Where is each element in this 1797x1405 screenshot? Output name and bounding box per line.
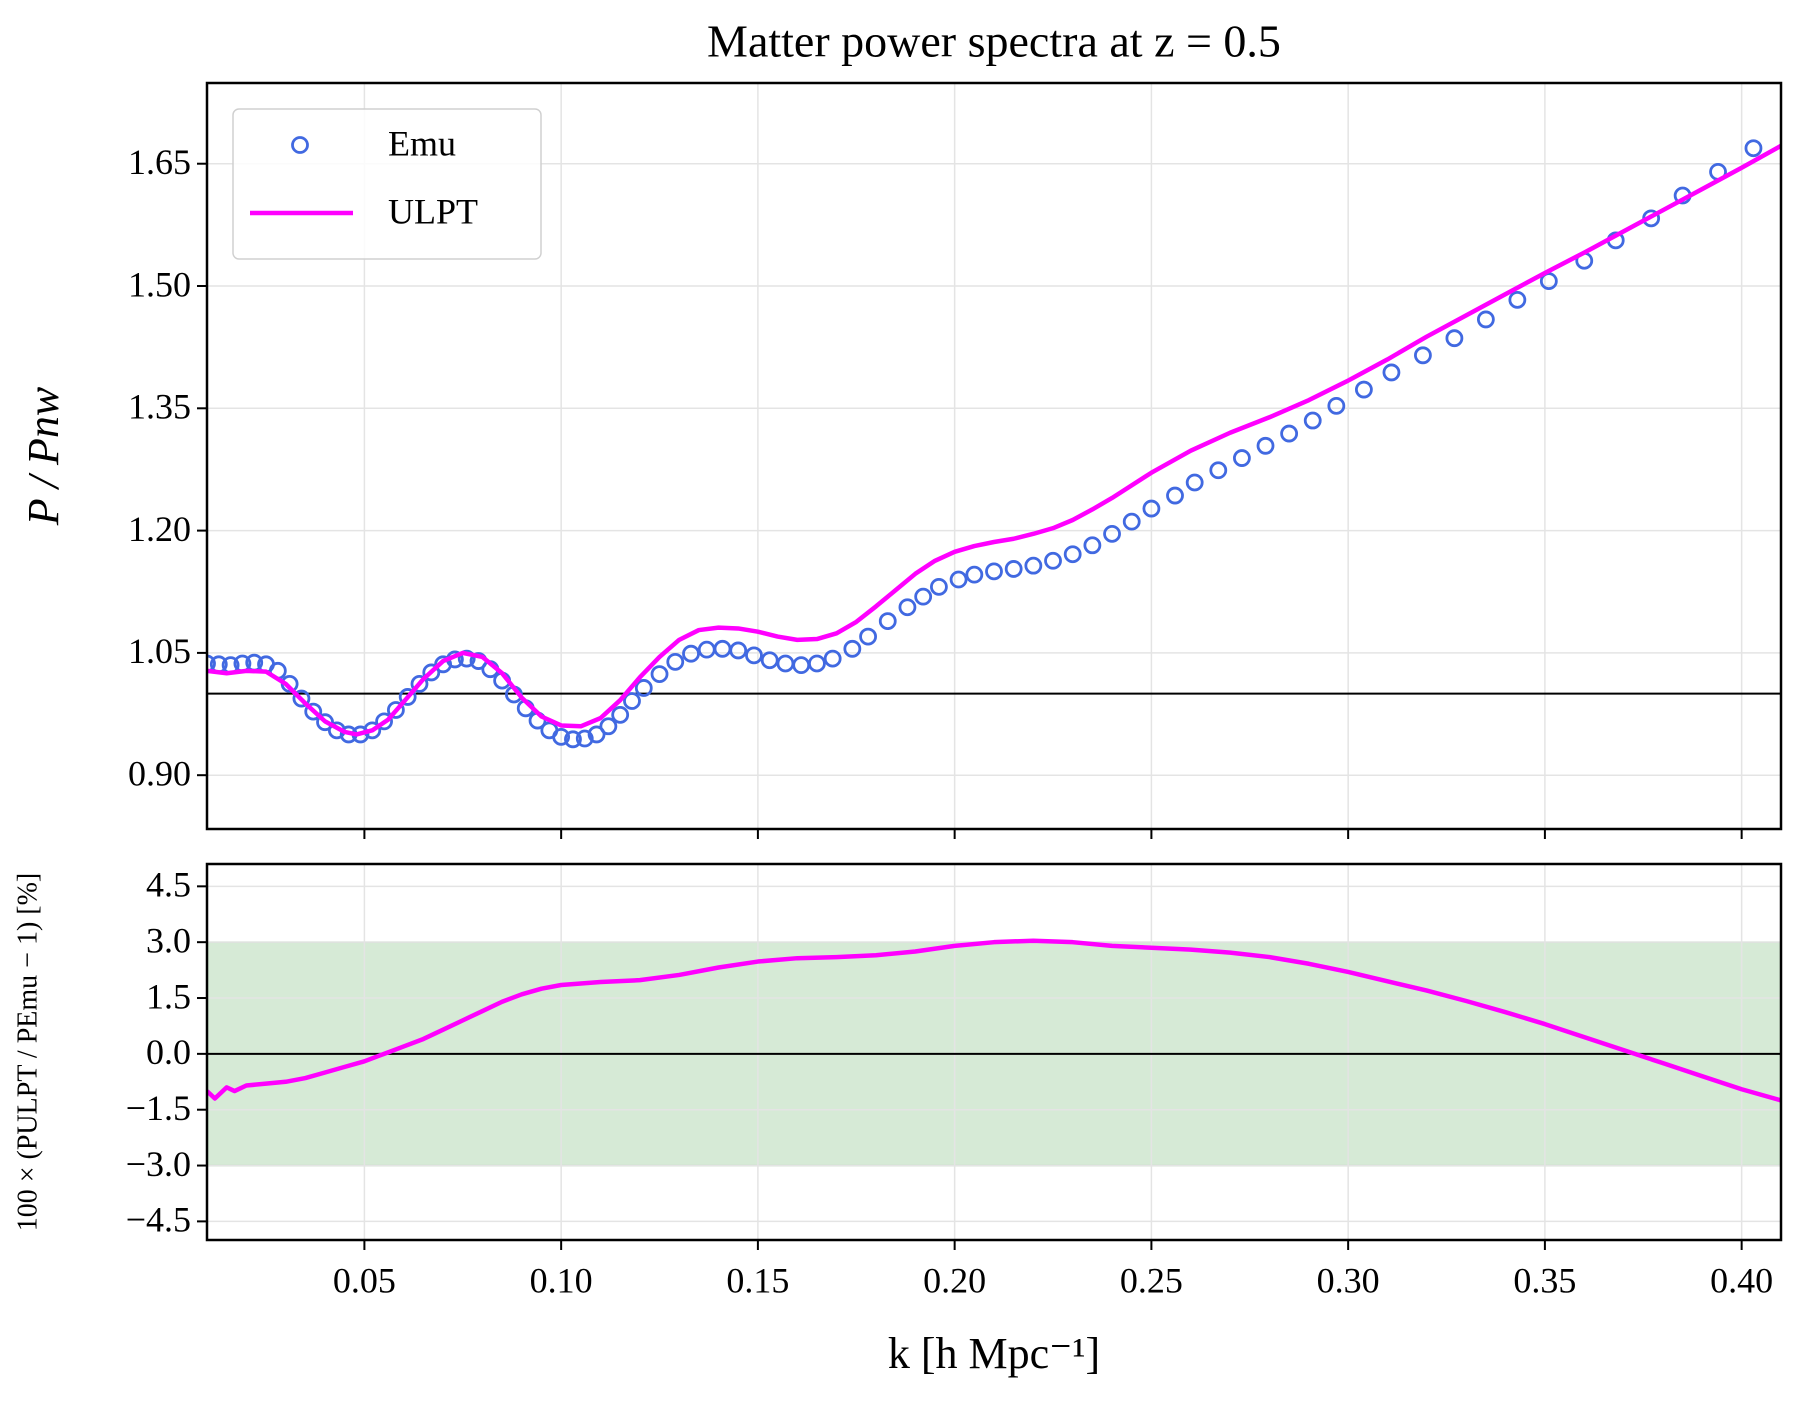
legend-label: ULPT bbox=[388, 191, 478, 231]
data-point bbox=[422, 663, 441, 682]
y-axis-label: P / Pnw bbox=[19, 386, 68, 526]
legend-box bbox=[232, 108, 542, 260]
data-point bbox=[1122, 512, 1141, 531]
y-tick-label: 3.0 bbox=[146, 920, 191, 960]
x-tick-label: 0.25 bbox=[1120, 1260, 1183, 1300]
data-point bbox=[1744, 139, 1763, 158]
y-tick-label: −4.5 bbox=[126, 1200, 191, 1240]
legend-marker bbox=[291, 136, 309, 154]
y-tick-label: 1.50 bbox=[128, 264, 191, 304]
data-point bbox=[304, 702, 323, 721]
x-tick-label: 0.20 bbox=[923, 1260, 986, 1300]
data-point bbox=[859, 627, 877, 646]
data-point bbox=[808, 654, 826, 673]
data-line bbox=[207, 938, 1781, 1103]
y-axis-label: 100 × (PULPT / PEmu − 1) [%] bbox=[12, 873, 43, 1232]
data-point bbox=[1142, 499, 1161, 518]
x-tick-label: 0.10 bbox=[530, 1260, 593, 1300]
data-point bbox=[745, 646, 763, 665]
data-point bbox=[623, 692, 641, 710]
y-tick-label: −3.0 bbox=[126, 1144, 191, 1184]
data-point bbox=[575, 729, 594, 748]
data-point bbox=[914, 587, 933, 606]
y-tick-label: 4.5 bbox=[146, 865, 191, 905]
data-point bbox=[375, 712, 393, 731]
data-point bbox=[398, 688, 417, 706]
data-point bbox=[1354, 380, 1373, 399]
data-point bbox=[1185, 473, 1204, 492]
data-point bbox=[878, 612, 897, 630]
data-point bbox=[1209, 461, 1228, 480]
data-point bbox=[292, 689, 311, 708]
y-tick-label: 1.20 bbox=[128, 509, 191, 549]
data-point bbox=[611, 705, 630, 724]
data-point bbox=[792, 656, 811, 675]
x-tick-label: 0.15 bbox=[726, 1260, 789, 1300]
data-point bbox=[682, 644, 700, 663]
data-point bbox=[1539, 272, 1558, 291]
data-point bbox=[713, 639, 732, 658]
y-tick-label: 1.35 bbox=[128, 387, 191, 427]
data-point bbox=[1083, 536, 1102, 555]
data-point bbox=[552, 727, 571, 746]
x-tick-label: 0.35 bbox=[1513, 1260, 1576, 1300]
axes-frame bbox=[205, 81, 1783, 831]
data-point bbox=[316, 713, 334, 732]
data-point bbox=[1476, 310, 1495, 329]
data-point bbox=[1508, 290, 1527, 309]
data-point bbox=[1063, 545, 1082, 564]
legend-label: Emu bbox=[388, 123, 456, 163]
data-point bbox=[697, 640, 716, 659]
legend: Emu ULPT bbox=[232, 108, 542, 260]
y-tick-label: 0.0 bbox=[146, 1032, 191, 1072]
data-point bbox=[776, 654, 795, 673]
data-point bbox=[1414, 346, 1432, 365]
data-point bbox=[457, 649, 476, 668]
data-point bbox=[666, 652, 685, 671]
data-point bbox=[634, 679, 653, 697]
x-tick-label: 0.40 bbox=[1710, 1260, 1773, 1300]
x-tick-label: 0.05 bbox=[333, 1260, 396, 1300]
y-tick-label: 1.5 bbox=[146, 976, 191, 1016]
y-tick-label: 0.90 bbox=[128, 753, 191, 793]
data-point bbox=[587, 725, 606, 744]
data-point bbox=[1024, 556, 1043, 575]
data-point bbox=[1327, 396, 1346, 415]
data-point bbox=[207, 654, 216, 673]
data-point bbox=[1044, 551, 1062, 570]
data-point bbox=[965, 565, 984, 584]
data-point bbox=[1166, 486, 1184, 505]
data-point bbox=[1004, 560, 1023, 578]
chart-title: Matter power spectra at z = 0.5 bbox=[707, 16, 1281, 67]
x-axis-label: k [h Mpc⁻¹] bbox=[888, 1329, 1100, 1378]
y-tick-label: 1.05 bbox=[128, 631, 191, 671]
data-point bbox=[1445, 329, 1464, 348]
x-tick-label: 0.30 bbox=[1317, 1260, 1380, 1300]
data-point bbox=[729, 641, 748, 660]
data-point bbox=[564, 730, 582, 749]
data-line bbox=[207, 143, 1781, 737]
plot-area bbox=[207, 864, 1781, 1240]
data-point bbox=[1103, 524, 1121, 543]
axes-frame bbox=[205, 862, 1783, 1242]
data-point bbox=[1256, 436, 1275, 455]
data-point bbox=[823, 649, 842, 668]
data-point bbox=[985, 562, 1003, 581]
data-point bbox=[760, 651, 779, 670]
data-point bbox=[930, 577, 948, 596]
data-point bbox=[1303, 411, 1322, 430]
data-point bbox=[843, 639, 862, 658]
data-point bbox=[410, 674, 429, 693]
data-point bbox=[650, 665, 669, 683]
data-point bbox=[1233, 449, 1251, 467]
data-point bbox=[599, 717, 618, 736]
data-point bbox=[1280, 424, 1299, 443]
data-point bbox=[949, 570, 968, 589]
data-point bbox=[898, 598, 917, 617]
data-point bbox=[1382, 363, 1401, 382]
y-tick-label: −1.5 bbox=[126, 1088, 191, 1128]
y-tick-label: 1.65 bbox=[128, 142, 191, 182]
data-point bbox=[386, 701, 405, 719]
